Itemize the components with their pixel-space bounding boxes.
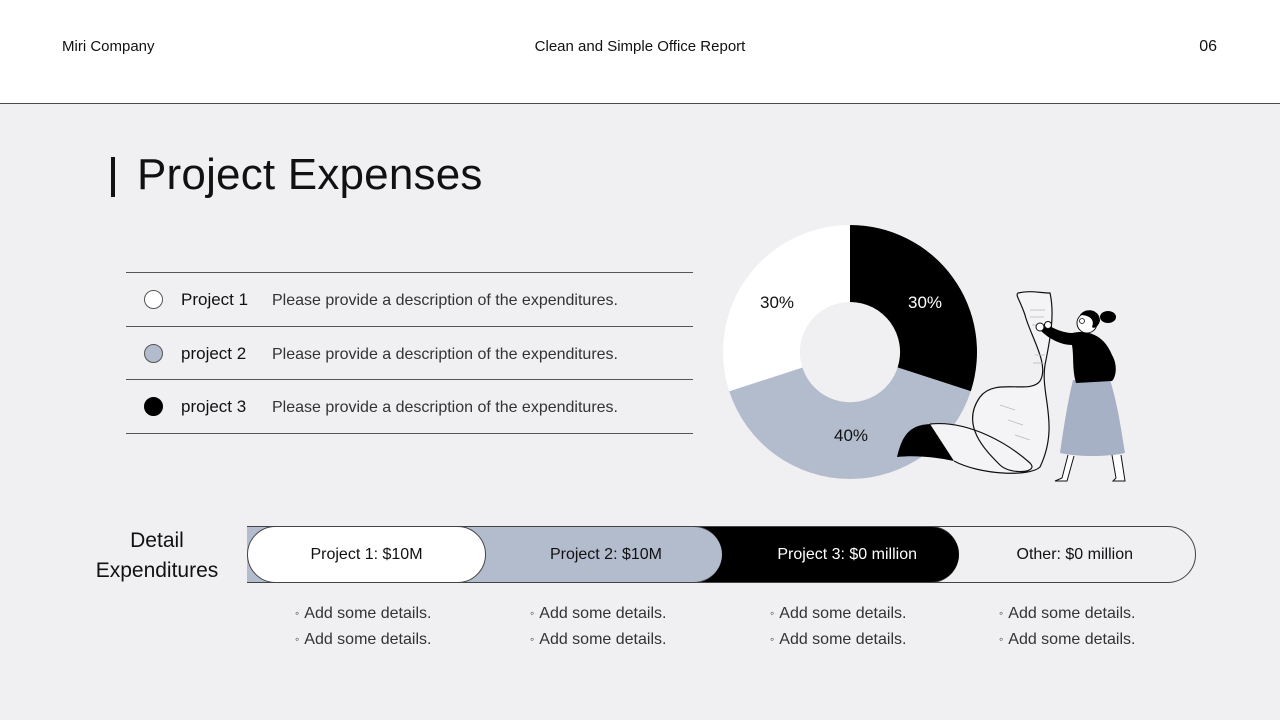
slice-label-project-1: 30% (760, 293, 795, 312)
woman-reading-receipt-illustration (890, 285, 1140, 490)
detail-expenditures-label: Detail Expenditures (82, 526, 232, 586)
detail-item: Add some details. (295, 601, 431, 627)
legend-name: project 2 (181, 343, 247, 363)
detail-item: Add some details. (530, 627, 666, 653)
detail-item: Add some details. (770, 627, 906, 653)
legend-dot-white-icon (144, 290, 163, 309)
legend-description: Please provide a description of the expe… (272, 345, 618, 363)
donut-slice-project-3 (850, 225, 978, 392)
slice-label-project-2: 40% (834, 426, 869, 445)
legend-dot-black-icon (144, 397, 163, 416)
legend-description: Please provide a description of the expe… (272, 399, 618, 416)
detail-label-line-2: Expenditures (95, 559, 219, 582)
segment-project-3-label: Project 3: $0 million (777, 545, 917, 563)
segment-other-label: Other: $0 million (1016, 545, 1134, 563)
illustration-svg (897, 291, 1126, 482)
segment-project-1: Project 1: $10M (247, 526, 486, 583)
legend-dot-gray-icon (144, 343, 163, 363)
details-column-3: Add some details. Add some details. (770, 601, 906, 653)
details-column-4: Add some details. Add some details. (999, 601, 1135, 653)
slide-header: Miri Company Clean and Simple Office Rep… (0, 0, 1280, 104)
legend-table: Project 1 Please provide a description o… (126, 272, 693, 434)
title-accent-bar (111, 157, 115, 197)
page-title: Project Expenses (137, 150, 483, 199)
legend-name: Project 1 (181, 290, 249, 309)
segment-project-1-label: Project 1: $10M (310, 545, 423, 563)
legend-row: project 3 Please provide a description o… (126, 380, 693, 434)
details-column-2: Add some details. Add some details. (530, 601, 666, 653)
legend-description: Please provide a description of the expe… (272, 292, 618, 309)
report-title: Clean and Simple Office Report (534, 38, 746, 55)
page-number: 06 (1199, 38, 1217, 55)
detail-item: Add some details. (999, 627, 1135, 653)
company-name: Miri Company (62, 38, 155, 55)
segment-project-2-label: Project 2: $10M (549, 545, 662, 563)
legend-row: Project 1 Please provide a description o… (126, 273, 693, 327)
donut-slice-project-1 (722, 225, 850, 392)
slice-label-project-3: 30% (908, 293, 943, 312)
detail-label-line-1: Detail (130, 529, 184, 552)
expenditure-segment-bar: Other: $0 million Project 3: $0 million … (247, 526, 1196, 583)
detail-item: Add some details. (530, 601, 666, 627)
details-column-1: Add some details. Add some details. (295, 601, 431, 653)
legend-row: project 2 Please provide a description o… (126, 327, 693, 380)
detail-item: Add some details. (295, 627, 431, 653)
legend-name: project 3 (181, 397, 247, 416)
detail-item: Add some details. (999, 601, 1135, 627)
detail-item: Add some details. (770, 601, 906, 627)
